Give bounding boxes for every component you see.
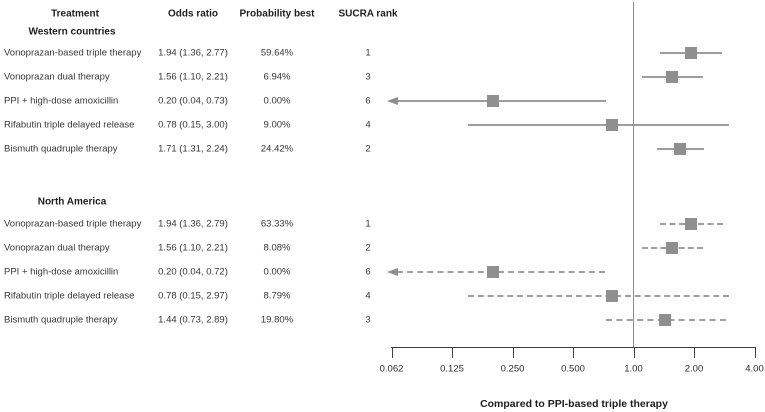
probability-best-value: 0.00% bbox=[263, 266, 291, 278]
sucra-rank-value: 1 bbox=[365, 47, 371, 59]
odds-ratio-value: 1.94 (1.36, 2.79) bbox=[158, 218, 228, 230]
treatment-label: Rifabutin triple delayed release bbox=[4, 290, 135, 302]
treatment-label: Vonoprazan dual therapy bbox=[4, 71, 110, 83]
treatment-label: Vonoprazan dual therapy bbox=[4, 242, 110, 254]
ci-line bbox=[467, 124, 730, 126]
axis-tick-label: 0.125 bbox=[440, 363, 464, 375]
axis-tick bbox=[512, 347, 514, 358]
probability-best-value: 19.80% bbox=[260, 314, 294, 326]
odds-ratio-marker bbox=[666, 242, 679, 254]
column-header-sucra-rank: SUCRA rank bbox=[338, 8, 398, 20]
ci-line bbox=[397, 271, 605, 273]
column-header-odds-ratio: Odds ratio bbox=[167, 8, 219, 20]
odds-ratio-marker bbox=[487, 95, 500, 107]
probability-best-value: 63.33% bbox=[260, 218, 294, 230]
axis-tick bbox=[694, 347, 695, 358]
section-header: Western countries bbox=[28, 26, 116, 38]
treatment-label: Bismuth quadruple therapy bbox=[4, 143, 118, 155]
treatment-label: PPI + high-dose amoxicillin bbox=[4, 95, 119, 107]
odds-ratio-marker bbox=[605, 290, 618, 302]
odds-ratio-marker bbox=[487, 266, 500, 278]
axis-tick-label: 1.00 bbox=[624, 363, 643, 375]
sucra-rank-value: 3 bbox=[365, 71, 371, 83]
probability-best-value: 8.08% bbox=[263, 242, 291, 254]
odds-ratio-marker bbox=[659, 314, 672, 326]
section-header: North America bbox=[37, 196, 107, 208]
odds-ratio-marker bbox=[666, 71, 679, 83]
odds-ratio-value: 0.78 (0.15, 2.97) bbox=[158, 290, 228, 302]
odds-ratio-value: 1.94 (1.36, 2.77) bbox=[158, 47, 228, 59]
x-axis-label: Compared to PPI-based triple therapy bbox=[480, 398, 668, 410]
odds-ratio-value: 1.56 (1.10, 2.21) bbox=[158, 71, 228, 83]
odds-ratio-value: 1.71 (1.31, 2.24) bbox=[158, 143, 228, 155]
axis-tick-label: 0.250 bbox=[500, 363, 525, 375]
odds-ratio-marker bbox=[674, 143, 687, 155]
axis-tick bbox=[391, 347, 393, 358]
column-header-treatment: Treatment bbox=[51, 8, 99, 20]
ci-line bbox=[397, 100, 607, 102]
odds-ratio-marker bbox=[685, 47, 698, 59]
treatment-label: Rifabutin triple delayed release bbox=[4, 119, 135, 131]
axis-tick-label: 0.062 bbox=[379, 363, 404, 375]
sucra-rank-value: 6 bbox=[365, 266, 371, 278]
odds-ratio-value: 0.78 (0.15, 3.00) bbox=[158, 119, 228, 131]
axis-tick bbox=[452, 347, 453, 358]
sucra-rank-value: 2 bbox=[365, 143, 371, 155]
axis-tick-label: 2.00 bbox=[684, 363, 704, 375]
sucra-rank-value: 2 bbox=[365, 242, 371, 254]
probability-best-value: 0.00% bbox=[263, 95, 291, 107]
treatment-label: PPI + high-dose amoxicillin bbox=[4, 266, 119, 278]
odds-ratio-value: 1.44 (0.73, 2.89) bbox=[158, 314, 228, 326]
axis-tick bbox=[573, 347, 574, 358]
sucra-rank-value: 4 bbox=[365, 290, 371, 302]
probability-best-value: 24.42% bbox=[260, 143, 294, 155]
probability-best-value: 6.94% bbox=[263, 71, 291, 83]
odds-ratio-marker bbox=[685, 218, 698, 230]
treatment-label: Vonoprazan-based triple therapy bbox=[4, 218, 142, 230]
off-scale-arrow-icon bbox=[387, 96, 398, 105]
odds-ratio-marker bbox=[605, 119, 618, 131]
ci-line bbox=[467, 295, 729, 297]
sucra-rank-value: 3 bbox=[365, 314, 371, 326]
probability-best-value: 9.00% bbox=[263, 119, 291, 131]
axis-tick bbox=[633, 347, 635, 358]
reference-line-or-1 bbox=[633, 2, 634, 347]
column-header-probability-best: Probability best bbox=[239, 8, 315, 20]
off-scale-arrow-icon bbox=[387, 267, 398, 276]
odds-ratio-value: 0.20 (0.04, 0.72) bbox=[158, 266, 228, 278]
odds-ratio-value: 1.56 (1.10, 2.21) bbox=[158, 242, 228, 254]
axis-tick bbox=[754, 347, 756, 358]
sucra-rank-value: 4 bbox=[365, 119, 371, 131]
probability-best-value: 59.64% bbox=[260, 47, 294, 59]
sucra-rank-value: 1 bbox=[365, 218, 371, 230]
axis-tick-label: 0.500 bbox=[561, 363, 585, 375]
odds-ratio-value: 0.20 (0.04, 0.73) bbox=[158, 95, 228, 107]
treatment-label: Bismuth quadruple therapy bbox=[4, 314, 118, 326]
treatment-label: Vonoprazan-based triple therapy bbox=[4, 47, 142, 59]
axis-tick-label: 4.00 bbox=[745, 363, 764, 375]
sucra-rank-value: 6 bbox=[365, 95, 371, 107]
probability-best-value: 8.79% bbox=[263, 290, 291, 302]
